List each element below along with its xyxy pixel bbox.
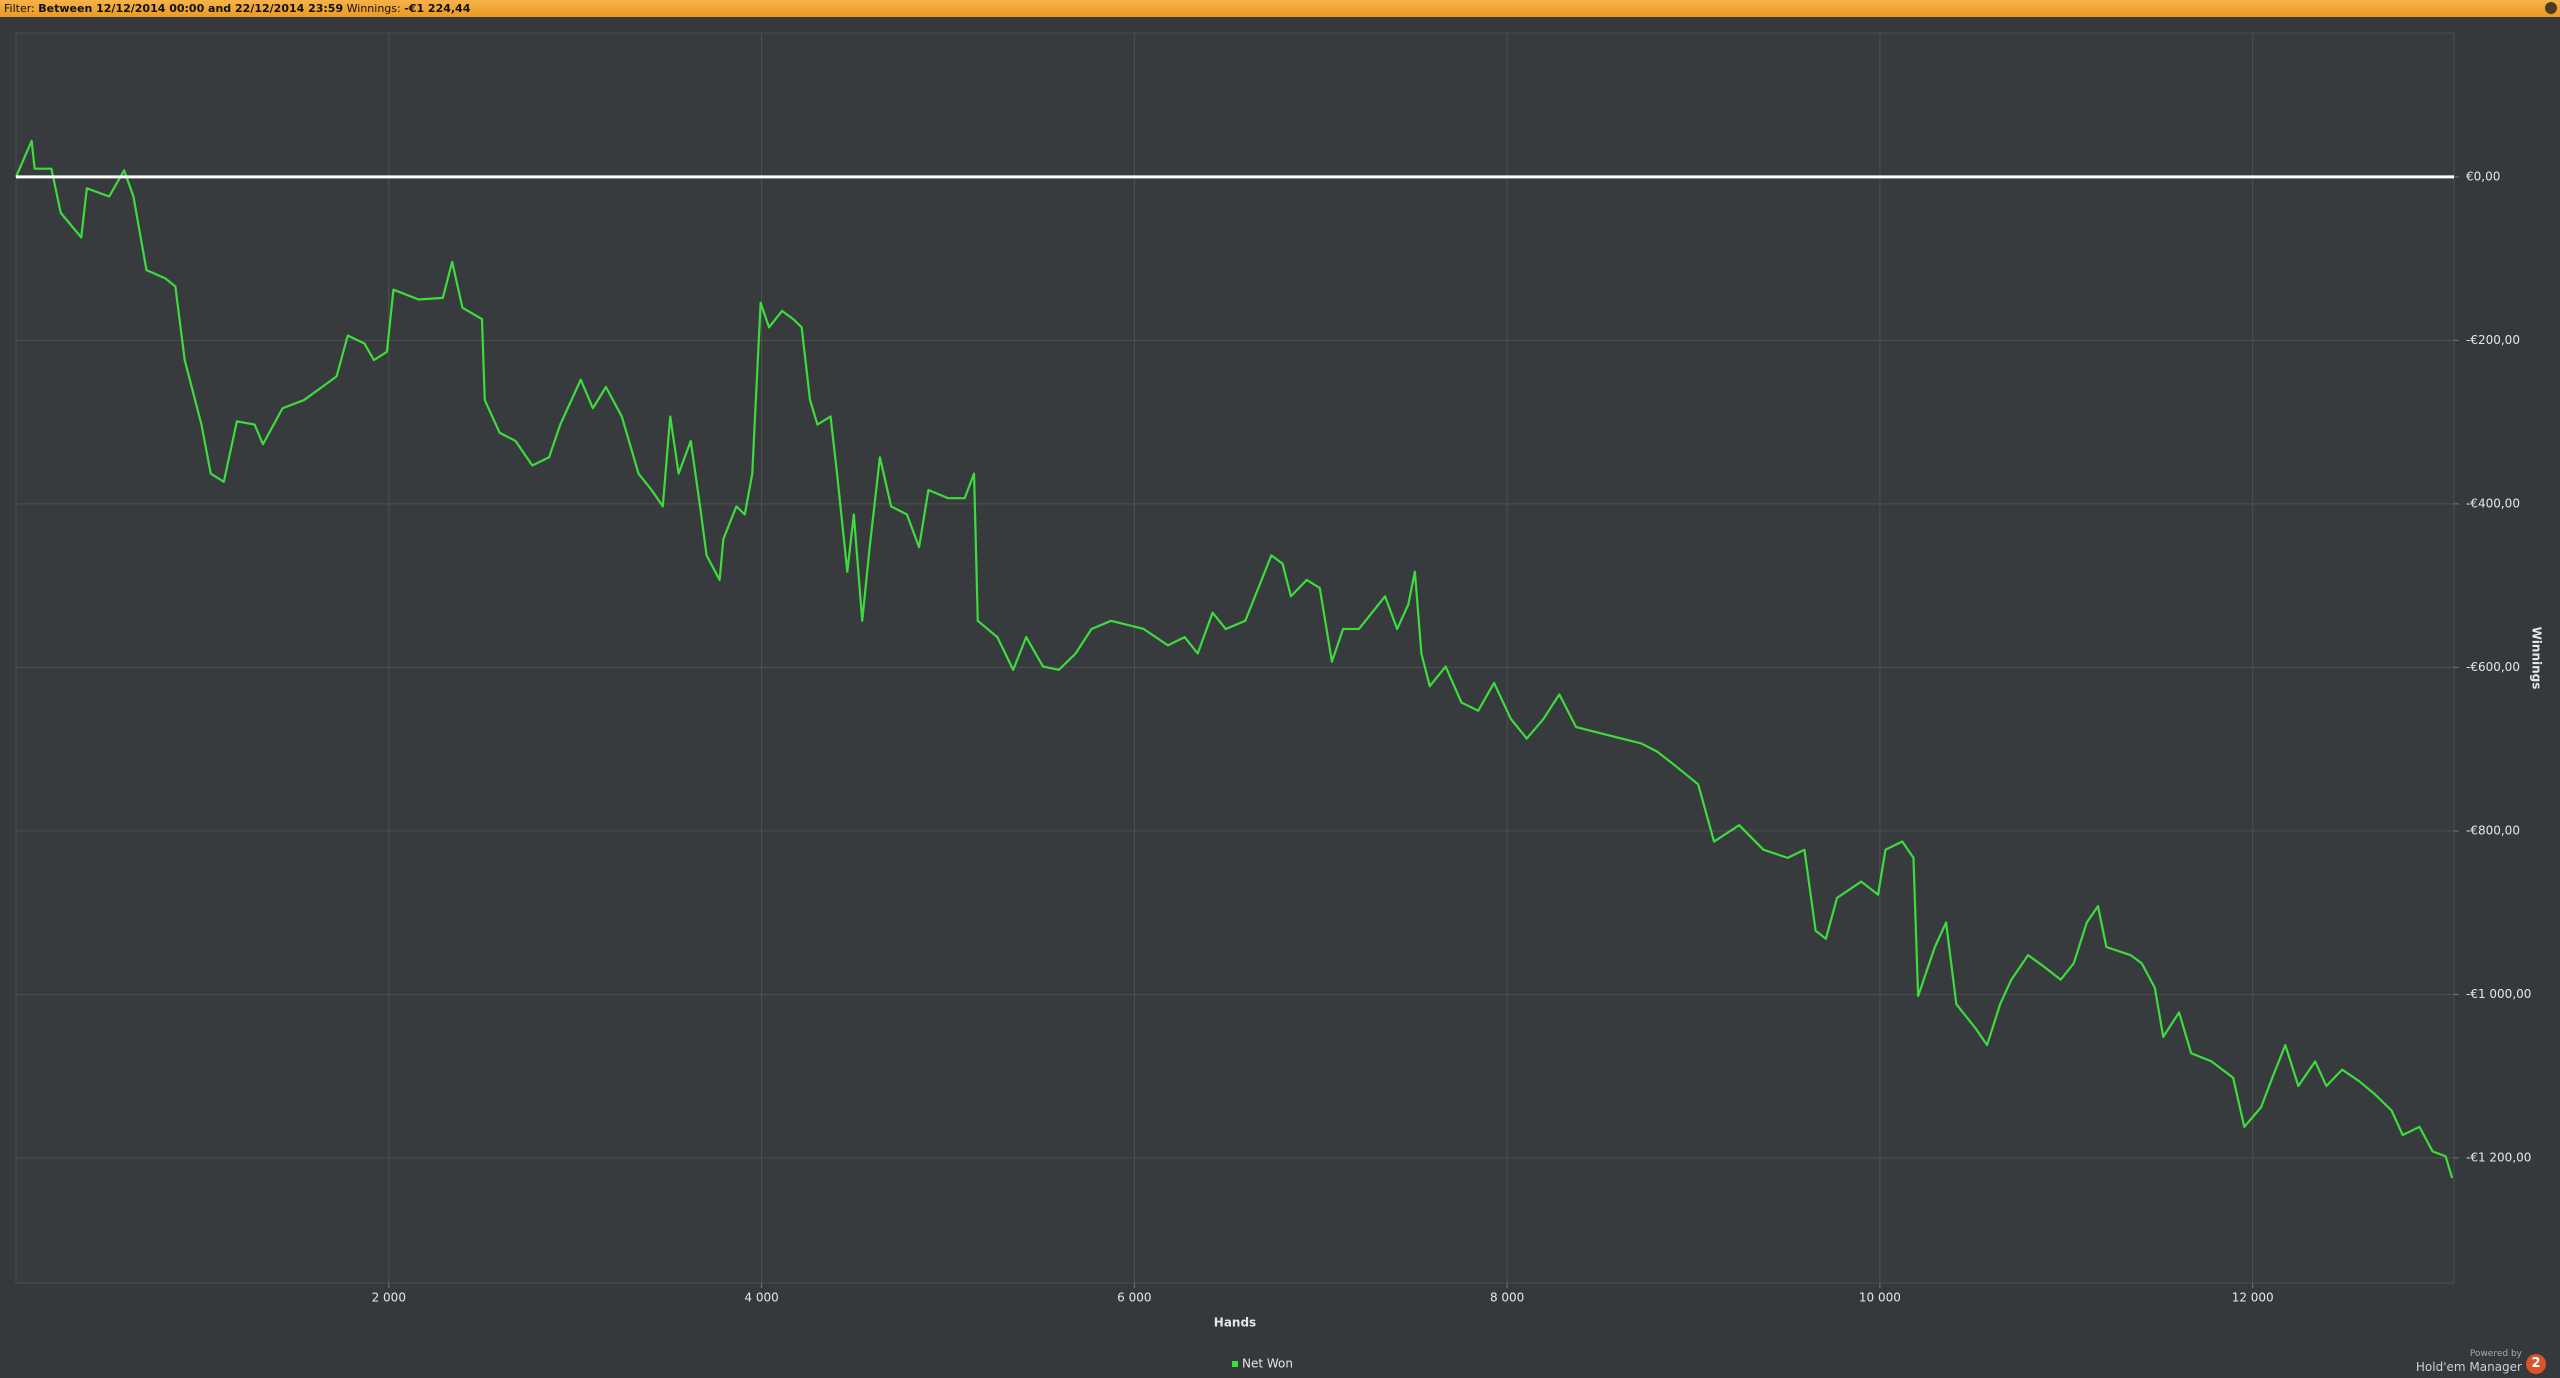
powered-by: Powered by — [2469, 1349, 2522, 1359]
y-tick-label: €0,00 — [2466, 169, 2500, 183]
y-axis-label: Winnings — [2530, 627, 2544, 690]
plot-area — [15, 32, 2455, 1284]
filter-label: Filter: — [4, 2, 35, 15]
filter-bar: Filter: Between 12/12/2014 00:00 and 22/… — [0, 0, 2560, 17]
brand-badge: 2 — [2526, 1354, 2546, 1374]
winnings-value: -€1 224,44 — [404, 2, 471, 15]
y-tick-label: -€800,00 — [2466, 823, 2520, 837]
legend-swatch — [1232, 1361, 1238, 1367]
x-tick-label: 8 000 — [1490, 1291, 1524, 1305]
filter-value: Between 12/12/2014 00:00 and 22/12/2014 … — [38, 2, 344, 15]
winnings-label: Winnings: — [346, 2, 401, 15]
legend-label: Net Won — [1242, 1357, 1293, 1371]
y-tick-label: -€1 000,00 — [2466, 987, 2531, 1001]
x-tick-label: 4 000 — [744, 1291, 778, 1305]
x-tick-label: 2 000 — [372, 1291, 406, 1305]
brand-name: Hold'em Manager — [2415, 1360, 2522, 1374]
x-tick-label: 12 000 — [2232, 1291, 2274, 1305]
x-tick-label: 6 000 — [1117, 1291, 1151, 1305]
y-tick-label: -€200,00 — [2466, 333, 2520, 347]
x-axis-label: Hands — [1214, 1316, 1256, 1330]
y-tick-label: -€1 200,00 — [2466, 1150, 2531, 1164]
x-tick-label: 10 000 — [1859, 1291, 1901, 1305]
series-line — [14, 139, 2454, 1179]
help-icon[interactable] — [2545, 2, 2557, 14]
brand: Powered by Hold'em Manager — [2416, 1348, 2522, 1374]
y-tick-label: -€600,00 — [2466, 660, 2520, 674]
y-tick-label: -€400,00 — [2466, 496, 2520, 510]
